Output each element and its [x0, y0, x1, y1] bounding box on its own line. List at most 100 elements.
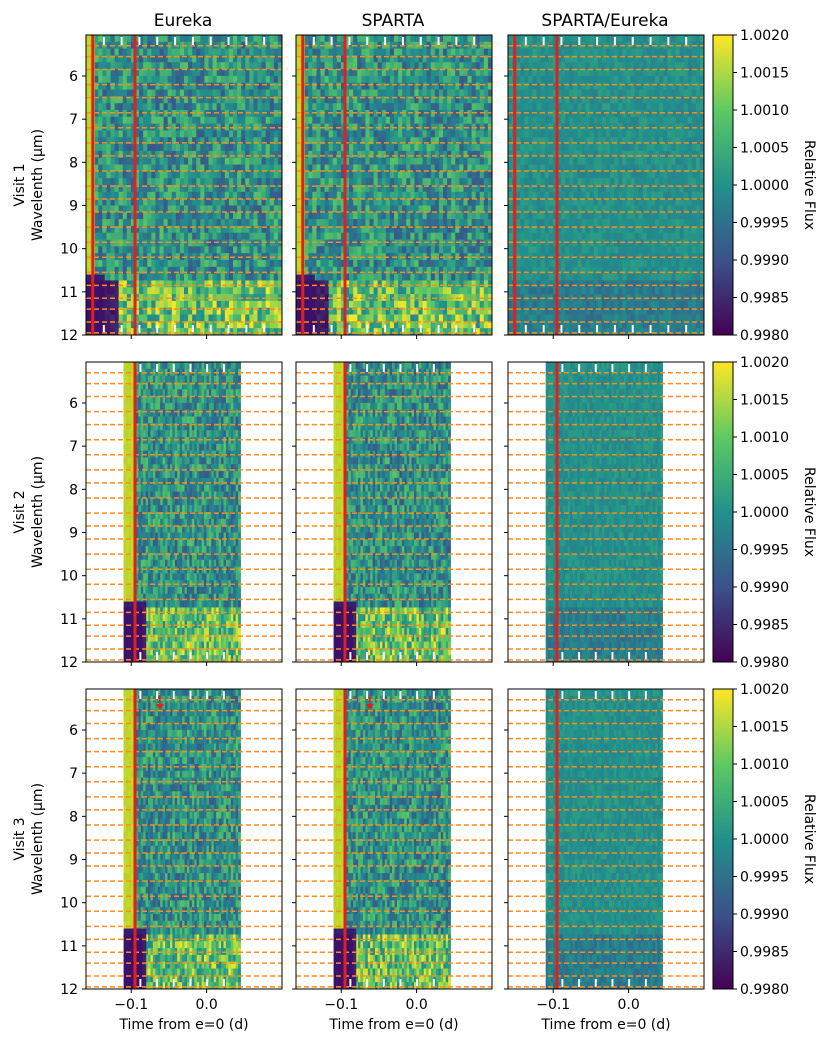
arrow-head [155, 704, 164, 710]
y-tick-label: 11 [60, 939, 78, 955]
x-tick-label: 0.0 [405, 997, 427, 1013]
colorbar-tick-label: 1.0015 [740, 720, 789, 736]
colorbar-gradient [712, 34, 734, 336]
panel-2-3 [504, 361, 705, 666]
panel-frame [507, 34, 705, 336]
panel-frame [85, 361, 283, 663]
colorbar-tick-label: 0.9995 [740, 870, 789, 886]
y-tick-label: 11 [60, 285, 78, 301]
colorbar-tick-label: 0.9980 [740, 655, 789, 671]
colorbar-tick-label: 1.0020 [740, 28, 789, 44]
colorbar-gradient [712, 688, 734, 990]
colorbar-tick-label: 0.9985 [740, 945, 789, 961]
panel-2-2 [292, 361, 493, 666]
colorbar-tick-label: 0.9990 [740, 580, 789, 596]
y-tick-label: 12 [60, 655, 78, 671]
y-tick-label: 6 [69, 723, 78, 739]
y-tick-label: 9 [69, 526, 78, 542]
x-axis-label: Time from e=0 (d) [328, 1017, 458, 1033]
x-axis-label: Time from e=0 (d) [540, 1017, 670, 1033]
y-tick-label: 8 [69, 482, 78, 498]
panel-frame [85, 688, 283, 990]
panel-3-2: −0.1 0.0 Time from e=0 (d) [292, 688, 493, 1033]
row-label-1: Visit 1 Wavelenth (μm) [12, 129, 46, 241]
panel-frame [295, 688, 493, 990]
arrow-head [365, 704, 374, 710]
early-ramp-strip [123, 689, 137, 929]
column-title-sparta: SPARTA [362, 11, 425, 31]
y-tick-label: 8 [69, 155, 78, 171]
heatmap-cells [296, 362, 492, 662]
colorbar-2: 0.9980 0.9985 0.9990 0.9995 1.0000 1.0005 1.00… [712, 355, 817, 671]
panel-2-1: 6 7 8 9 10 11 12 [60, 361, 283, 671]
colorbar-tick-label: 1.0020 [740, 355, 789, 371]
panel-1-2 [292, 34, 493, 339]
x-tick-label: 0.0 [617, 997, 639, 1013]
heatmap-cells [508, 689, 704, 989]
visit-label: Visit 1 [12, 163, 28, 206]
row-label-3: Visit 3 Wavelenth (μm) [12, 783, 46, 895]
colorbar-tick-label: 1.0005 [740, 141, 789, 157]
panel-frame [507, 688, 705, 990]
visit-label: Visit 2 [12, 490, 28, 533]
colorbar-gradient [712, 361, 734, 663]
colorbar-label: Relative Flux [801, 467, 817, 557]
row-label-2: Visit 2 Wavelenth (μm) [12, 456, 46, 568]
y-tick-label: 7 [69, 766, 78, 782]
x-axis-label: Time from e=0 (d) [118, 1017, 248, 1033]
panel-3-3: −0.1 0.0 Time from e=0 (d) [504, 688, 705, 1033]
early-ramp-strip [333, 689, 347, 929]
panel-frame [507, 361, 705, 663]
panel-frame [85, 34, 283, 336]
colorbar-1: 0.9980 0.9985 0.9990 0.9995 1.0000 1.0005 1.00… [712, 28, 817, 344]
colorbar-tick-label: 0.9990 [740, 907, 789, 923]
x-tick-label: 0.0 [195, 997, 217, 1013]
colorbar-tick-label: 1.0005 [740, 468, 789, 484]
panel-1-1: 6 7 8 9 10 11 12 [60, 34, 283, 344]
colorbar-label: Relative Flux [801, 794, 817, 884]
y-tick-label: 8 [69, 809, 78, 825]
panel-3-1: 6 7 8 9 10 11 12 −0.1 0.0 Time from e=0 (d) [60, 688, 283, 1033]
y-tick-label: 9 [69, 853, 78, 869]
heatmap-cells [296, 35, 492, 335]
early-ramp-strip [333, 362, 347, 602]
colorbar-tick-label: 1.0010 [740, 757, 789, 773]
column-title-ratio: SPARTA/Eureka [541, 11, 668, 31]
y-tick-label: 12 [60, 982, 78, 998]
panel-1-3 [504, 34, 705, 339]
heatmap-cells [508, 362, 704, 662]
y-axis-label: Wavelenth (μm) [30, 783, 46, 895]
heatmap-cells [508, 35, 704, 335]
colorbar-tick-label: 1.0000 [740, 832, 789, 848]
colorbar-tick-label: 0.9980 [740, 982, 789, 998]
visit-label: Visit 3 [12, 817, 28, 860]
panel-frame [295, 34, 493, 336]
colorbar-tick-label: 0.9985 [740, 291, 789, 307]
colorbar-tick-label: 0.9980 [740, 328, 789, 344]
x-tick-label: −0.1 [114, 997, 148, 1013]
colorbar-tick-label: 1.0010 [740, 430, 789, 446]
y-tick-label: 7 [69, 112, 78, 128]
colorbar-tick-label: 1.0010 [740, 103, 789, 119]
x-tick-label: −0.1 [324, 997, 358, 1013]
column-title-eureka: Eureka [154, 11, 213, 31]
colorbar-tick-label: 0.9990 [740, 253, 789, 269]
colorbar-tick-label: 0.9985 [740, 618, 789, 634]
colorbar-tick-label: 0.9995 [740, 543, 789, 559]
heatmap-cells [296, 689, 492, 989]
colorbar-tick-label: 1.0005 [740, 795, 789, 811]
colorbar-tick-label: 1.0015 [740, 393, 789, 409]
heatmap-cells [86, 689, 282, 989]
y-tick-label: 9 [69, 199, 78, 215]
y-axis-label: Wavelenth (μm) [30, 129, 46, 241]
y-tick-label: 6 [69, 396, 78, 412]
y-tick-label: 7 [69, 439, 78, 455]
early-ramp-strip [86, 35, 95, 275]
early-ramp-strip [123, 362, 137, 602]
heatmap-cells [86, 35, 282, 335]
y-tick-label: 10 [60, 242, 78, 258]
x-tick-label: −0.1 [536, 997, 570, 1013]
panel-frame [295, 361, 493, 663]
y-tick-label: 10 [60, 569, 78, 585]
